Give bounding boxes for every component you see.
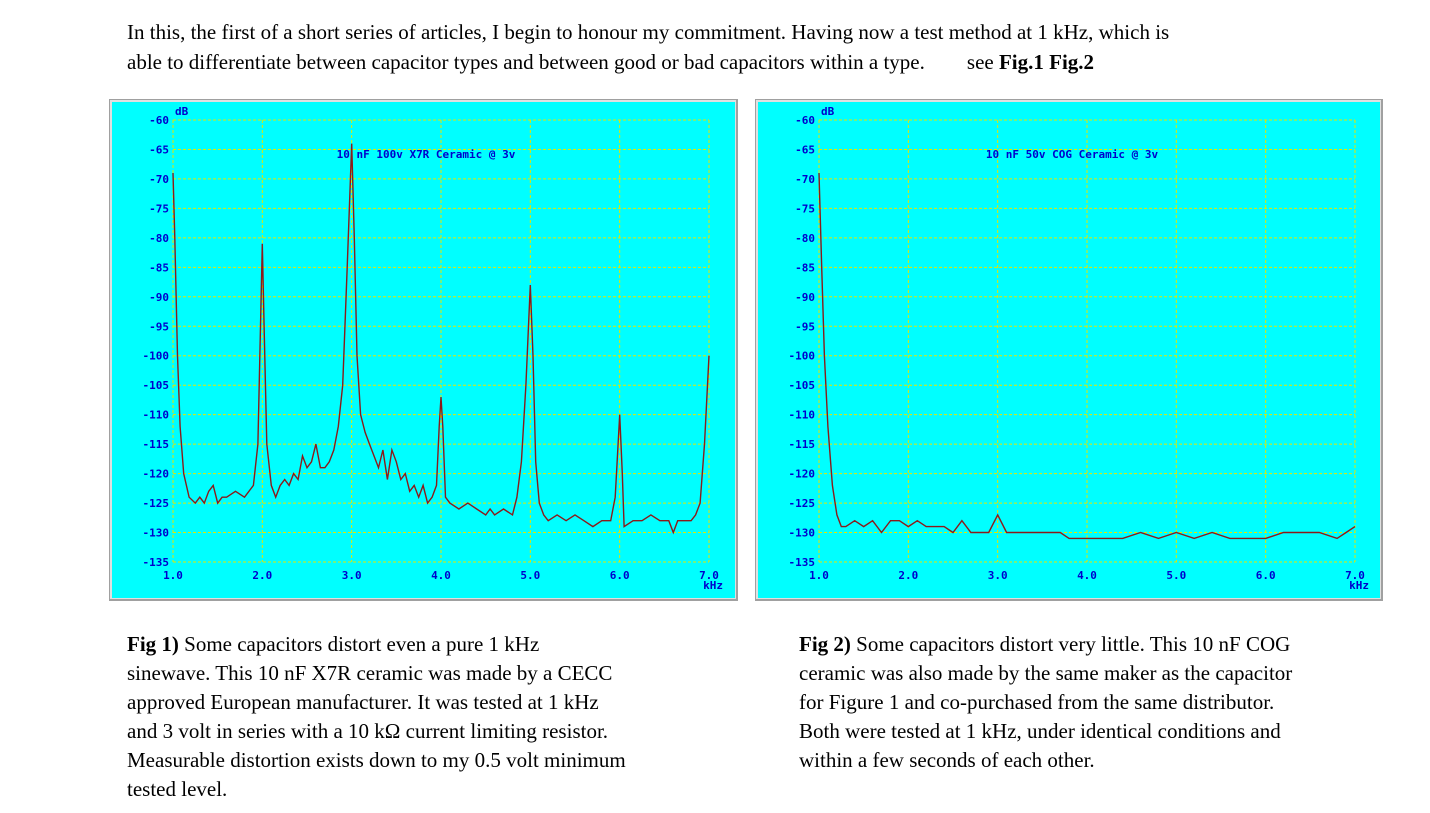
x-tick-label: 2.0 [252,569,272,582]
x-tick-label: 4.0 [431,569,451,582]
x-unit: kHz [1349,579,1369,592]
x-tick-label: 5.0 [520,569,540,582]
caption-line: for Figure 1 and co-purchased from the s… [799,688,1292,717]
x-tick-label: 6.0 [610,569,630,582]
y-tick-label: -60 [795,114,815,127]
y-tick-label: -70 [149,173,169,186]
intro-line-2: able to differentiate between capacitor … [127,47,1169,77]
y-tick-label: -80 [795,232,815,245]
caption-text: within a few seconds of each other. [799,748,1095,772]
intro: In this, the first of a short series of … [127,17,1169,77]
y-tick-label: -85 [149,261,169,274]
y-tick-label: -115 [143,438,170,451]
caption-2: Fig 2) Some capacitors distort very litt… [799,630,1292,775]
caption-text: for Figure 1 and co-purchased from the s… [799,690,1275,714]
y-tick-label: -90 [795,291,815,304]
chart-title: 10 nF 100v X7R Ceramic @ 3v [337,148,516,161]
y-tick-label: -75 [795,202,815,215]
x-tick-label: 2.0 [898,569,918,582]
caption-text: Both were tested at 1 kHz, under identic… [799,719,1281,743]
caption-line: Fig 2) Some capacitors distort very litt… [799,630,1292,659]
y-tick-label: -120 [789,468,816,481]
caption-text: tested level. [127,777,228,801]
chart-2: -60 -65 -70 -75 -80 -85 -90 -95 -100 -105 -110 -115… [755,99,1383,601]
x-tick-label: 1.0 [163,569,183,582]
caption-line: and 3 volt in series with a 10 kΩ curren… [127,717,626,746]
chart-title: 10 nF 50v COG Ceramic @ 3v [986,148,1159,161]
intro-line: able to differentiate between capacitor … [127,50,925,74]
caption-line: Both were tested at 1 kHz, under identic… [799,717,1292,746]
x-tick-label: 3.0 [988,569,1008,582]
see: see [966,50,994,74]
caption-line: tested level. [127,775,626,804]
caption-line: within a few seconds of each other. [799,746,1292,775]
y-tick-label: -105 [143,379,170,392]
background [112,102,735,598]
caption-line: Measurable distortion exists down to my … [127,746,626,775]
caption-line: sinewave. This 10 nF X7R ceramic was mad… [127,659,626,688]
x-tick-label: 1.0 [809,569,829,582]
caption-1: Fig 1) Some capacitors distort even a pu… [127,630,626,804]
x-tick-label: 3.0 [342,569,362,582]
x-tick-label: 6.0 [1256,569,1276,582]
y-tick-label: -130 [143,527,170,540]
intro-line: In this, the first of a short series of … [127,20,1170,44]
caption-label: Fig 2) [799,632,851,656]
y-tick-label: -60 [149,114,169,127]
x-tick-label: 5.0 [1166,569,1186,582]
caption-text: Some capacitors distort very little. Thi… [856,632,1291,656]
x-tick-label: 4.0 [1077,569,1097,582]
y-tick-label: -90 [149,291,169,304]
caption-label: Fig 1) [127,632,179,656]
y-tick-label: -135 [789,556,816,569]
y-tick-label: -70 [795,173,815,186]
y-tick-label: -135 [143,556,170,569]
y-tick-label: -100 [789,350,816,363]
y-tick-label: -65 [795,143,815,156]
y-unit: dB [821,105,835,118]
y-tick-label: -125 [143,497,170,510]
caption-line: ceramic was also made by the same maker … [799,659,1292,688]
y-tick-label: -125 [789,497,816,510]
y-tick-label: -110 [789,409,816,422]
x-tick-label: 7.0 [699,569,719,582]
fig-ref: Fig.1 [998,50,1044,74]
x-unit: kHz [703,579,723,592]
chart-1: -60 -65 -70 -75 -80 -85 -90 -95 -100 -105 -110 -115… [109,99,738,601]
caption-text: sinewave. This 10 nF X7R ceramic was mad… [127,661,613,685]
background [758,102,1380,598]
y-tick-label: -95 [149,320,169,333]
y-tick-label: -105 [789,379,816,392]
caption-text: approved European manufacturer. It was t… [127,690,599,714]
line-series [818,172,1356,540]
caption-text: and 3 volt in series with a 10 kΩ curren… [127,719,609,743]
caption-line: Fig 1) Some capacitors distort even a pu… [127,630,626,659]
x-tick-label: 7.0 [1345,569,1365,582]
y-tick-label: -110 [143,409,170,422]
y-tick-label: -115 [789,438,816,451]
y-tick-label: -85 [795,261,815,274]
y-tick-label: -120 [143,468,170,481]
y-tick-label: -95 [795,320,815,333]
y-tick-label: -130 [789,527,816,540]
y-tick-label: -65 [149,143,169,156]
caption-line: approved European manufacturer. It was t… [127,688,626,717]
y-tick-label: -80 [149,232,169,245]
fig-ref: Fig.2 [1049,50,1095,74]
y-unit: dB [175,105,189,118]
line-series [172,143,710,535]
y-tick-label: -75 [149,202,169,215]
caption-text: Measurable distortion exists down to my … [127,748,626,772]
caption-text: Some capacitors distort even a pure 1 kH… [184,632,540,656]
y-tick-label: -100 [143,350,170,363]
caption-text: ceramic was also made by the same maker … [799,661,1293,685]
